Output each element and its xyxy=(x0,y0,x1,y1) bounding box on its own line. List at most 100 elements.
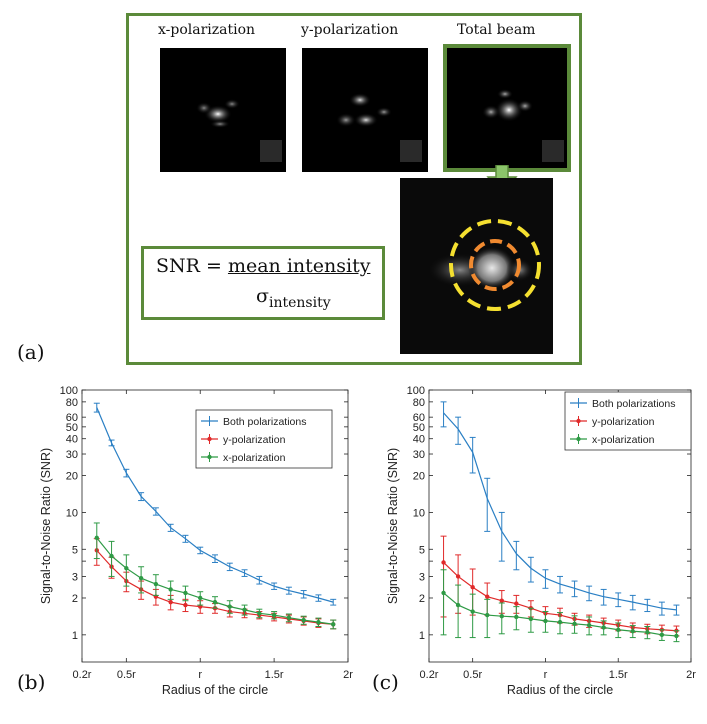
chart-c-x-tick-label: 1.5r xyxy=(609,669,628,681)
chart-b-x-axis-label: Radius of the circle xyxy=(162,683,268,697)
chart-b-point xyxy=(94,535,99,541)
chart-b-point xyxy=(316,619,321,625)
chart-c-point xyxy=(514,601,519,606)
y-polarization-label: y-polarization xyxy=(301,22,399,38)
chart-c-point xyxy=(455,574,461,579)
chart-b-y-tick-label: 20 xyxy=(66,471,78,483)
chart-c-point xyxy=(485,594,490,599)
chart-c-legend-label-2: x-polarization xyxy=(592,434,655,446)
chart-c-y-tick-label: 100 xyxy=(407,385,425,397)
y-polarization-beam-graphic xyxy=(336,93,422,162)
chart-c-point xyxy=(514,614,519,620)
chart-b-point xyxy=(286,615,292,620)
chart-b-y-tick-label: 100 xyxy=(60,385,78,397)
chart-b-x-tick-label: 0.2r xyxy=(73,669,92,681)
chart-b-legend-label-0: Both polarizations xyxy=(223,416,306,428)
panel-a-frame xyxy=(126,13,582,365)
chart-b-y-tick-label: 30 xyxy=(66,449,78,461)
chart-b-y-tick-label: 80 xyxy=(66,397,78,409)
chart-c-y-tick-label: 80 xyxy=(413,397,425,409)
chart-b-point xyxy=(242,607,247,613)
chart-c-y-tick-label: 3 xyxy=(419,571,425,583)
chart-c-x-axis-label: Radius of the circle xyxy=(507,683,613,697)
chart-b-point xyxy=(153,581,159,587)
snr-formula-numerator: mean intensity xyxy=(227,255,371,277)
chart-c-point xyxy=(674,633,679,639)
snr-formula-denominator: σintensity xyxy=(256,285,331,311)
chart-c-x-tick-label: 0.5r xyxy=(463,669,482,681)
chart-c-point xyxy=(630,629,635,634)
chart-c-y-tick-label: 5 xyxy=(419,544,425,556)
y-polarization-image xyxy=(302,48,428,172)
outer-circle xyxy=(449,219,541,311)
chart-c-x-tick-label: r xyxy=(544,669,548,681)
chart-c-y-tick-label: 60 xyxy=(413,412,425,424)
chart-b-point xyxy=(301,617,306,623)
chart-b-x-tick-label: 1.5r xyxy=(265,669,284,681)
chart-b-legend-marker-2 xyxy=(207,454,212,460)
chart-b-point xyxy=(331,622,336,627)
chart-c-point xyxy=(601,625,606,630)
chart-c-point xyxy=(543,618,548,624)
chart-c-point xyxy=(528,616,534,622)
chart-c-point xyxy=(499,613,504,619)
chart-b-legend-marker-1 xyxy=(207,436,212,442)
panel-b-letter: (b) xyxy=(17,670,46,694)
chart-c-legend-marker-1 xyxy=(576,418,581,424)
chart-c-point xyxy=(441,560,446,565)
chart-c-point xyxy=(441,590,446,596)
chart-c-y-tick-label: 10 xyxy=(413,507,425,519)
total-beam-graphic xyxy=(482,89,564,162)
chart-b-x-tick-label: 0.5r xyxy=(117,669,136,681)
chart-c-point xyxy=(557,619,563,625)
chart-b-y-tick-label: 10 xyxy=(66,507,78,519)
chart-c-point xyxy=(616,627,621,632)
chart-c-y-tick-label: 30 xyxy=(413,449,425,461)
chart-b-point xyxy=(257,611,262,616)
total-beam-image xyxy=(443,44,571,172)
chart-c-x-tick-label: 0.2r xyxy=(420,669,439,681)
inner-circle xyxy=(469,239,521,291)
chart-c-legend-marker-2 xyxy=(576,436,581,442)
total-beam-label: Total beam xyxy=(457,22,536,38)
chart-c-point xyxy=(572,621,577,627)
snr-formula-line: SNR = mean intensity xyxy=(156,255,370,277)
chart-c-legend-label-1: y-polarization xyxy=(592,416,655,428)
chart-b-point xyxy=(168,587,173,592)
chart-c-y-tick-label: 50 xyxy=(413,422,425,434)
chart-b-legend xyxy=(195,409,333,469)
chart-c-point xyxy=(455,602,461,608)
chart-b-y-tick-label: 1 xyxy=(72,630,78,642)
chart-b-point xyxy=(124,566,129,571)
chart-b-point xyxy=(271,612,277,618)
snr-formula-lhs: SNR = xyxy=(156,255,228,277)
chart-b-point xyxy=(183,602,188,608)
chart-b-point xyxy=(198,595,203,601)
chart-b-point xyxy=(183,590,188,596)
chart-b-point xyxy=(109,553,114,559)
chart-c-y-tick-label: 20 xyxy=(413,471,425,483)
chart-c-point xyxy=(659,632,665,638)
chart-b-point xyxy=(212,599,218,605)
x-polarization-image xyxy=(160,48,286,172)
sigma-subscript: intensity xyxy=(268,294,331,311)
chart-c-point xyxy=(645,630,650,635)
chart-c-y-tick-label: 40 xyxy=(413,434,425,446)
chart-b-y-tick-label: 40 xyxy=(66,434,78,446)
chart-b-y-tick-label: 60 xyxy=(66,412,78,424)
chart-b-y-tick-label: 5 xyxy=(72,544,78,556)
chart-c-x-tick-label: 2r xyxy=(686,669,696,681)
panel-c-letter: (c) xyxy=(372,670,399,694)
chart-b-x-tick-label: r xyxy=(198,669,202,681)
x-polarization-label: x-polarization xyxy=(158,22,256,38)
chart-b-y-tick-label: 3 xyxy=(72,571,78,583)
chart-c-point xyxy=(499,598,504,603)
zoomed-beam-graphic xyxy=(426,219,541,311)
x-polarization-beam-graphic xyxy=(196,99,282,162)
chart-c-y-axis-label: Signal-to-Noise Ratio (SNR) xyxy=(386,448,400,604)
chart-b-point xyxy=(227,604,232,609)
chart-c-legend-label-0: Both polarizations xyxy=(592,398,675,410)
chart-b-legend-label-2: x-polarization xyxy=(223,452,286,464)
